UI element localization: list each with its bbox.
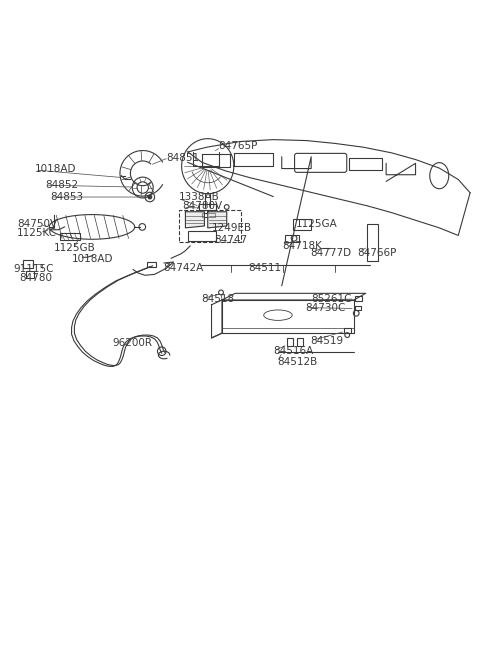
Text: 84853: 84853 — [50, 192, 84, 202]
Bar — [179, 210, 241, 242]
Text: 1125GA: 1125GA — [296, 219, 338, 229]
Bar — [188, 231, 216, 241]
Text: 84512B: 84512B — [277, 357, 317, 367]
Text: 1338AB: 1338AB — [179, 192, 219, 202]
Bar — [288, 338, 293, 346]
Text: 84780: 84780 — [19, 273, 52, 283]
Text: 84750V: 84750V — [17, 219, 57, 229]
Polygon shape — [185, 212, 204, 228]
Text: 84851: 84851 — [167, 153, 200, 162]
Text: 84730C: 84730C — [305, 303, 346, 312]
Circle shape — [148, 195, 152, 199]
Polygon shape — [208, 212, 227, 228]
Text: 84765P: 84765P — [219, 141, 258, 151]
Bar — [60, 233, 80, 240]
Bar — [293, 219, 311, 230]
Text: 1018AD: 1018AD — [72, 253, 113, 264]
Text: 84742A: 84742A — [163, 263, 204, 273]
Text: 84747: 84747 — [214, 234, 247, 245]
Bar — [202, 213, 216, 217]
Bar — [367, 224, 378, 261]
Bar — [23, 260, 33, 268]
Text: 96200R: 96200R — [112, 338, 152, 348]
Text: 84516A: 84516A — [273, 346, 313, 356]
Text: 84519: 84519 — [310, 336, 343, 346]
Bar — [297, 338, 302, 346]
Text: 84766P: 84766P — [358, 248, 397, 257]
Text: 84718K: 84718K — [283, 241, 323, 251]
Text: 84780V: 84780V — [182, 201, 222, 211]
Bar — [199, 204, 216, 210]
Bar — [355, 306, 360, 310]
Text: 84511: 84511 — [249, 263, 282, 272]
Bar — [25, 271, 34, 278]
Text: 84518: 84518 — [201, 294, 234, 304]
Text: 91115C: 91115C — [13, 264, 54, 274]
Text: 85261C: 85261C — [311, 294, 352, 304]
Text: 1125KC: 1125KC — [17, 227, 57, 238]
Bar — [355, 296, 362, 301]
Text: 84777D: 84777D — [310, 248, 351, 257]
Text: 1018AD: 1018AD — [35, 164, 76, 174]
Text: 1125GB: 1125GB — [54, 243, 96, 253]
Bar — [147, 262, 156, 267]
Text: 1249EB: 1249EB — [212, 223, 252, 233]
Bar — [285, 234, 299, 242]
Bar — [344, 328, 351, 333]
Text: 84852: 84852 — [46, 180, 79, 190]
